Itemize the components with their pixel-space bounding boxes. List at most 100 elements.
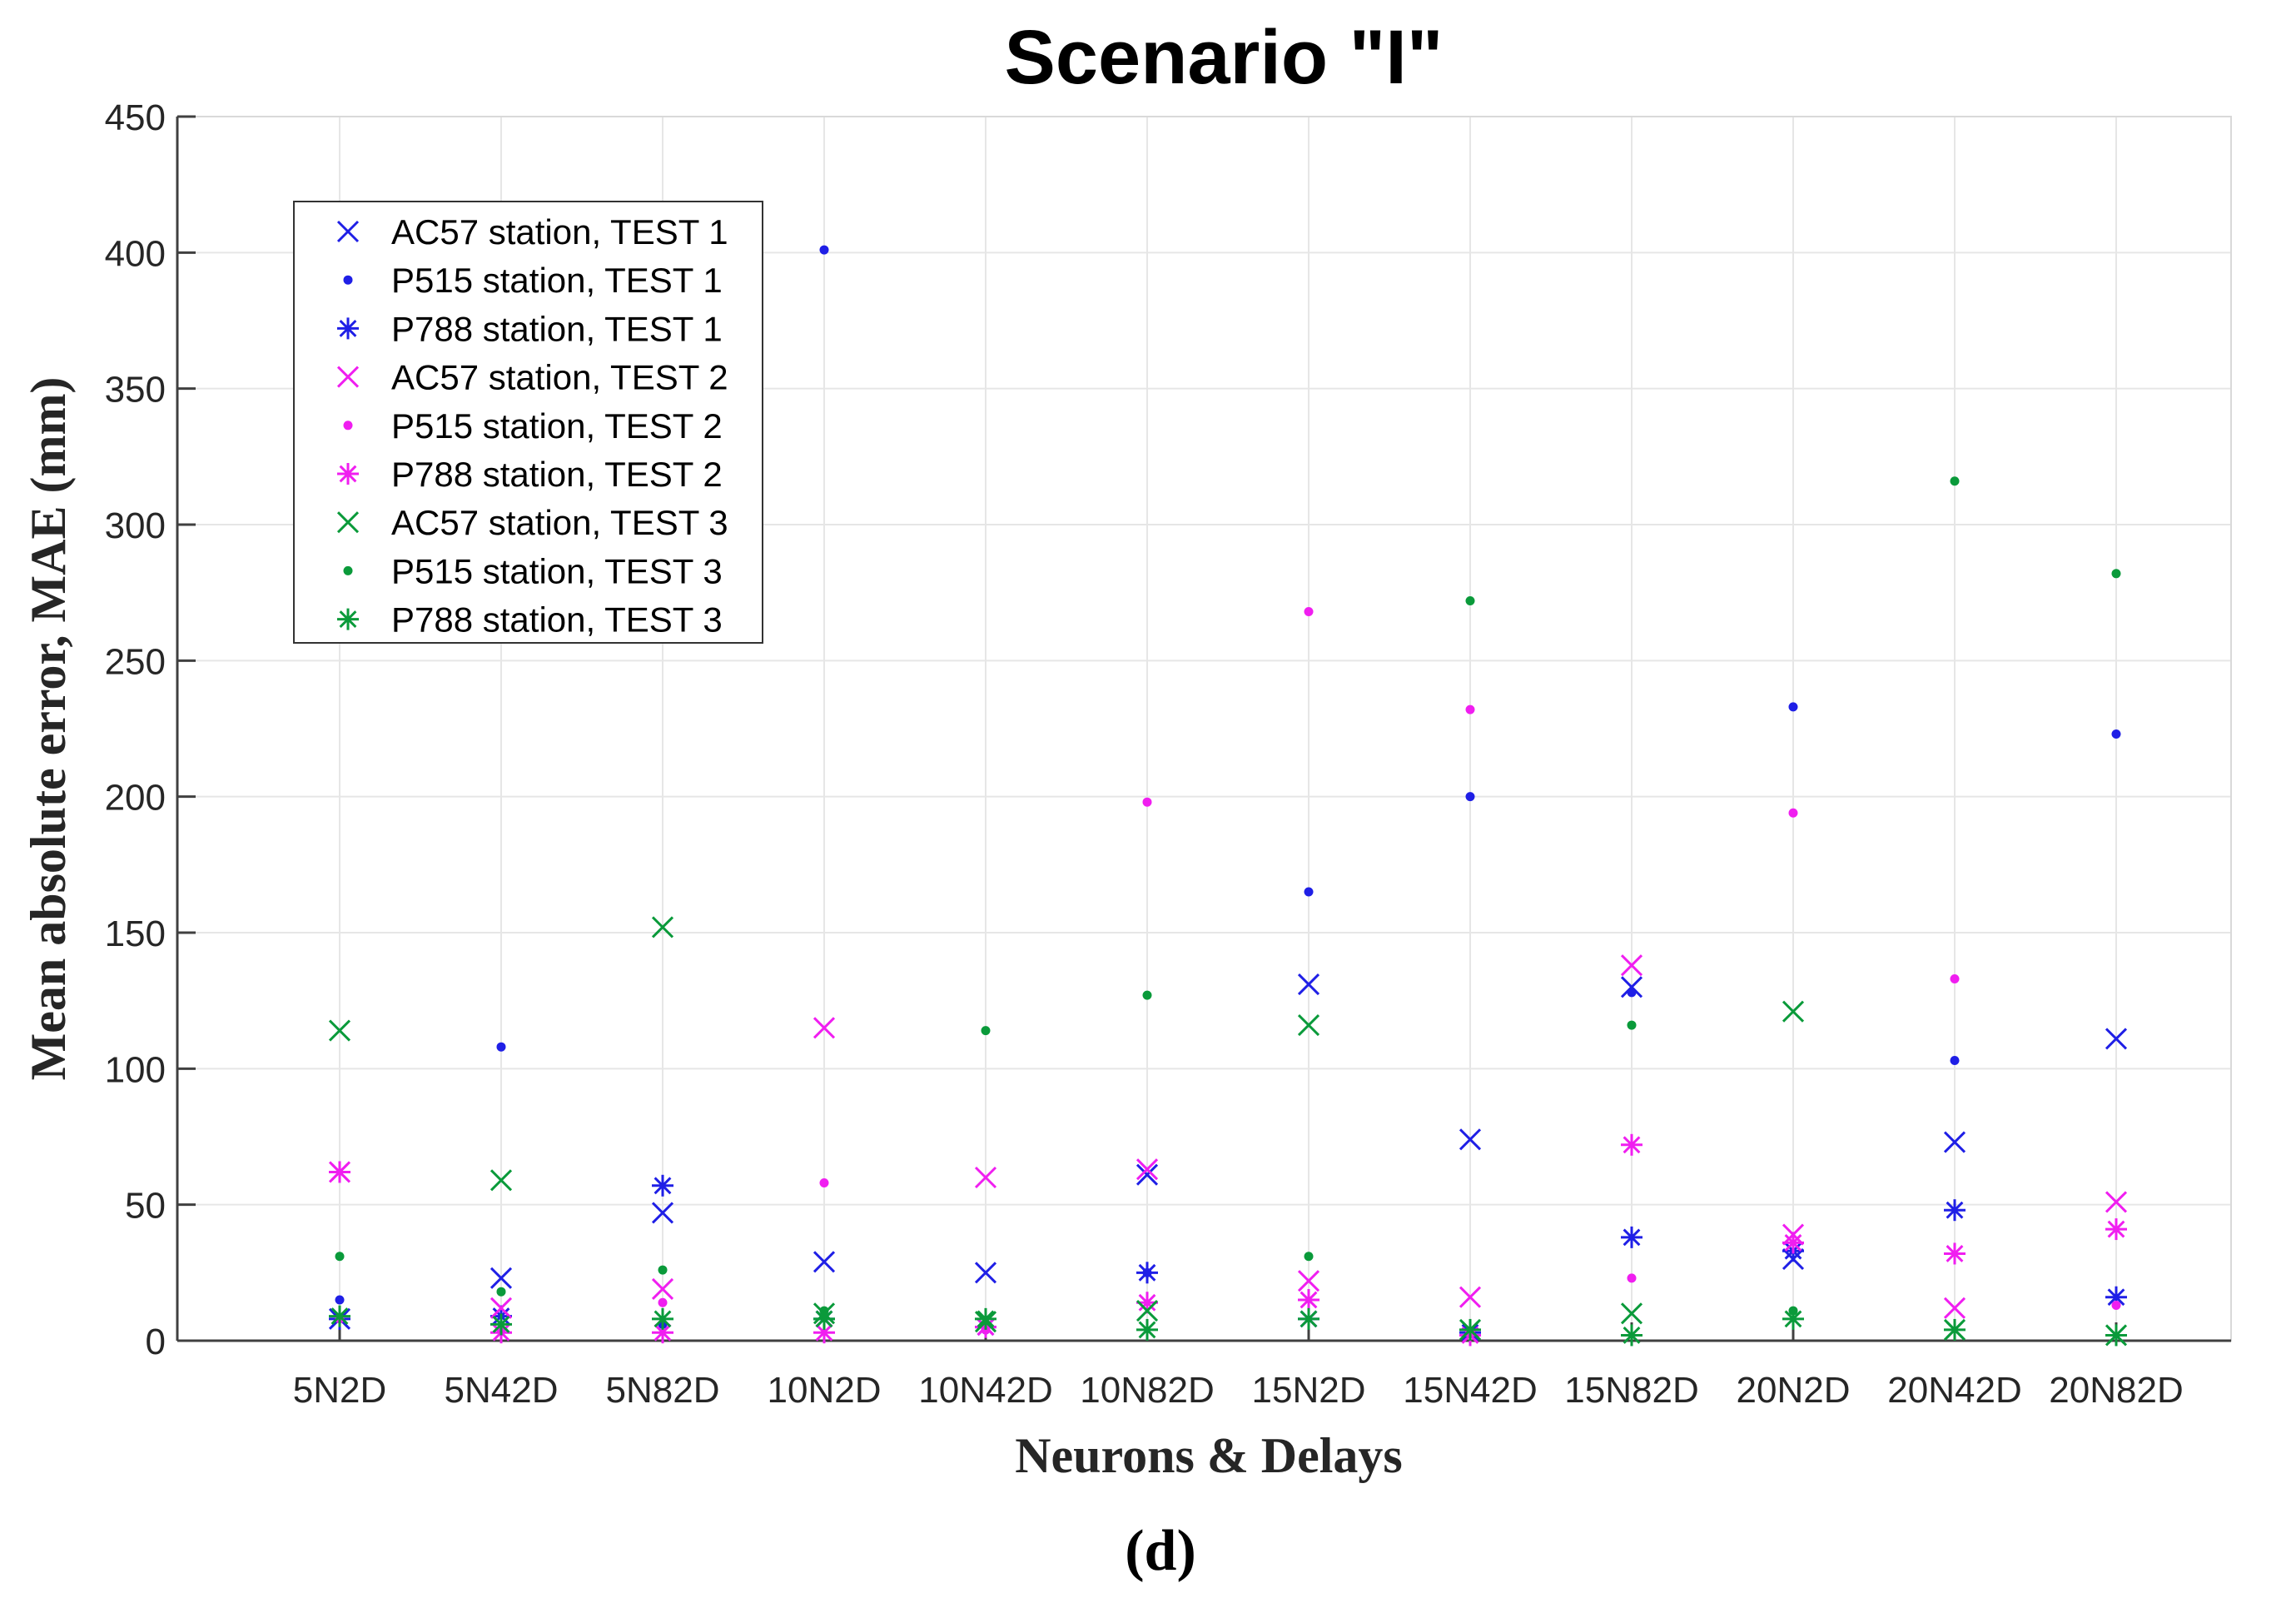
legend-marker (336, 220, 360, 243)
marker-stroke (1946, 1321, 1964, 1339)
marker-stroke (1138, 1293, 1156, 1312)
legend-marker (337, 317, 359, 340)
data-point (1136, 1163, 1159, 1186)
data-point (813, 1017, 836, 1039)
marker-stroke (1136, 1300, 1159, 1322)
data-point (1297, 1270, 1320, 1292)
y-tick-label: 400 (105, 233, 166, 274)
marker-stroke (1300, 1310, 1318, 1328)
marker-dot (1465, 792, 1475, 802)
x-tick-label: 5N82D (606, 1370, 720, 1411)
data-point (1136, 1318, 1158, 1341)
x-tick-label: 20N42D (1887, 1370, 2021, 1411)
x-ticks: 5N2D 5N42D 5N82D 10N2D 10N42D 10N82D 15N2D 15N4… (293, 1322, 2184, 1411)
marker-stroke (339, 319, 357, 337)
data-point (651, 916, 674, 938)
marker-dot (343, 565, 353, 575)
legend-label: P515 station, TEST 1 (391, 261, 723, 300)
marker-dot (1465, 704, 1475, 714)
y-tick-label: 350 (105, 370, 166, 411)
marker-dot (335, 1295, 345, 1305)
y-tick-label: 0 (146, 1322, 166, 1362)
marker-stroke (336, 511, 360, 534)
data-point (490, 1267, 513, 1289)
marker-dot (658, 1297, 668, 1307)
marker-dot (1627, 1273, 1637, 1283)
data-point (496, 1287, 506, 1297)
x-tick-label: 20N2D (1737, 1370, 1851, 1411)
marker-stroke (651, 916, 674, 938)
data-point (2105, 1218, 2127, 1241)
marker-stroke (1784, 1233, 1802, 1252)
marker-stroke (1138, 1263, 1156, 1282)
data-point (490, 1297, 513, 1319)
marker-dot (1142, 797, 1152, 807)
marker-dot (1142, 990, 1152, 1000)
legend-entries: AC57 station, TEST 1 P515 station, TEST 1… (336, 212, 728, 640)
y-tick-label: 150 (105, 914, 166, 954)
legend-label: P515 station, TEST 3 (391, 551, 723, 590)
data-point (1788, 808, 1798, 818)
legend-marker (343, 565, 353, 575)
data-point (1465, 595, 1475, 605)
legend-item: AC57 station, TEST 2 (336, 358, 728, 397)
marker-stroke (651, 1202, 674, 1224)
legend-label: AC57 station, TEST 1 (391, 212, 728, 251)
legend-item: AC57 station, TEST 3 (336, 503, 728, 542)
legend-item: P788 station, TEST 2 (337, 455, 723, 494)
legend-label: P788 station, TEST 3 (391, 600, 723, 640)
y-ticks: 0 50 100 150 200 250 300 350 400 450 (105, 97, 196, 1362)
data-point (1782, 1232, 1804, 1254)
marker-stroke (1623, 1136, 1641, 1154)
marker-stroke (1138, 1321, 1156, 1339)
marker-dot (1304, 607, 1314, 617)
data-point (490, 1169, 513, 1192)
legend-box (293, 201, 763, 644)
marker-stroke (2105, 1028, 2128, 1050)
marker-stroke (654, 1323, 672, 1342)
data-point (2111, 1301, 2121, 1311)
data-point (1297, 1014, 1320, 1037)
y-tick-label: 450 (105, 97, 166, 138)
marker-stroke (1136, 1163, 1159, 1186)
marker-dot (1788, 702, 1798, 712)
data-point (974, 1262, 997, 1284)
data-point (2105, 1028, 2128, 1050)
marker-dot (1950, 1056, 1960, 1066)
data-point (1621, 1226, 1642, 1248)
data-point (652, 1174, 673, 1197)
marker-dot (2111, 729, 2121, 739)
marker-stroke (1297, 973, 1320, 996)
data-point (813, 1307, 835, 1330)
data-point (1298, 1307, 1319, 1330)
data-point (819, 1178, 829, 1188)
marker-dot (1627, 988, 1637, 998)
marker-stroke (1620, 954, 1643, 977)
legend-label: P788 station, TEST 2 (391, 455, 723, 494)
x-axis-label: Neurons & Delays (1015, 1428, 1403, 1483)
legend-item: P515 station, TEST 1 (343, 261, 723, 300)
marker-stroke (330, 1163, 349, 1181)
marker-dot (1304, 1252, 1314, 1262)
data-point (1304, 607, 1314, 617)
marker-stroke (1300, 1291, 1318, 1309)
data-point (1465, 792, 1475, 802)
marker-stroke (1946, 1201, 1964, 1219)
data-point (1627, 1273, 1637, 1283)
x-tick-label: 5N42D (445, 1370, 559, 1411)
legend-label: P788 station, TEST 1 (391, 309, 723, 348)
data-point (658, 1265, 668, 1275)
marker-stroke (2105, 1191, 2128, 1213)
marker-dot (496, 1287, 506, 1297)
marker-stroke (1620, 976, 1643, 998)
data-point (2111, 569, 2121, 579)
marker-stroke (1136, 1158, 1159, 1181)
y-tick-label: 250 (105, 641, 166, 682)
marker-stroke (813, 1017, 836, 1039)
marker-dot (1465, 595, 1475, 605)
data-point (1944, 1318, 1966, 1341)
data-point (1627, 1020, 1637, 1030)
data-point (1943, 1131, 1966, 1153)
marker-stroke (974, 1262, 997, 1284)
marker-stroke (490, 1169, 513, 1192)
